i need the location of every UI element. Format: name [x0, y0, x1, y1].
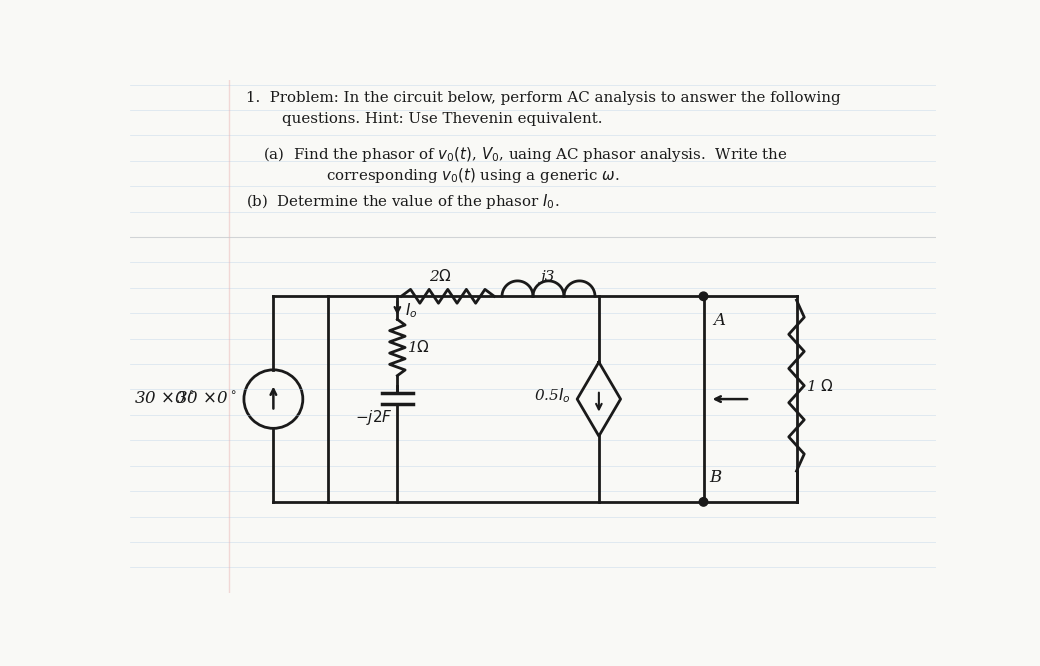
Text: 30 $\times$0$^\circ$: 30 $\times$0$^\circ$: [177, 390, 237, 408]
Text: j3: j3: [541, 270, 555, 284]
Text: A: A: [712, 312, 725, 329]
Text: (a)  Find the phasor of $v_0(t)$, $V_0$, uaing AC phasor analysis.  Write the: (a) Find the phasor of $v_0(t)$, $V_0$, …: [263, 145, 788, 164]
Text: questions. Hint: Use Thevenin equivalent.: questions. Hint: Use Thevenin equivalent…: [263, 113, 603, 127]
Text: 0.5$I_o$: 0.5$I_o$: [535, 387, 571, 406]
Text: 2$\Omega$: 2$\Omega$: [428, 268, 451, 284]
Text: $-j2F$: $-j2F$: [355, 408, 392, 427]
Text: $I_o$: $I_o$: [406, 302, 418, 320]
Circle shape: [699, 498, 708, 506]
Text: corresponding $v_0(t)$ using a generic $\omega$.: corresponding $v_0(t)$ using a generic $…: [292, 166, 620, 185]
Circle shape: [699, 292, 708, 300]
Text: B: B: [709, 470, 722, 486]
Text: 1 $\Omega$: 1 $\Omega$: [806, 378, 833, 394]
Text: 30 $\times$0$^\circ$: 30 $\times$0$^\circ$: [134, 390, 194, 408]
Text: (b)  Determine the value of the phasor $I_0$.: (b) Determine the value of the phasor $I…: [246, 192, 560, 211]
Text: 1.  Problem: In the circuit below, perform AC analysis to answer the following: 1. Problem: In the circuit below, perfor…: [246, 91, 841, 105]
Text: 1$\Omega$: 1$\Omega$: [407, 340, 430, 356]
